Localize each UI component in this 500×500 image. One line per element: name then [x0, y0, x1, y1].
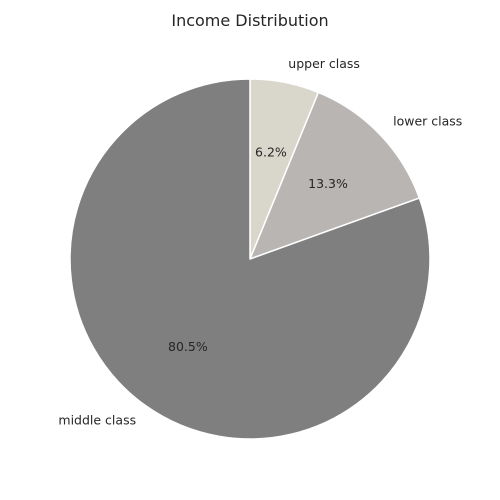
pie-slice-middle-class [69, 78, 431, 440]
category-label-upper-class: upper class [288, 56, 360, 71]
pct-label-middle-class: 80.5% [168, 339, 208, 354]
pie-slice-lower-class [249, 91, 421, 260]
chart-title: Income Distribution [171, 11, 329, 30]
pct-label-upper-class: 6.2% [255, 145, 287, 160]
category-label-lower-class: lower class [393, 114, 462, 129]
pct-label-lower-class: 13.3% [308, 176, 348, 191]
category-label-middle-class: middle class [58, 413, 136, 428]
